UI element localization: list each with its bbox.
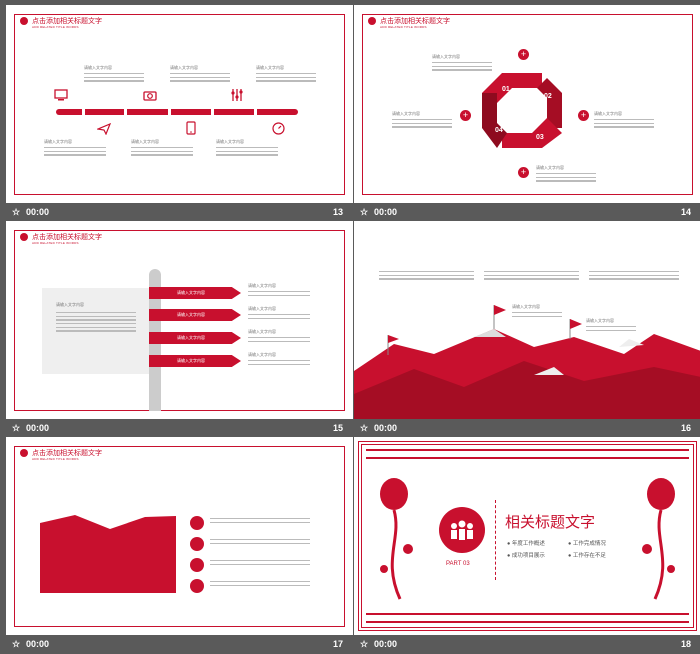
slide-time: 00:00 — [374, 207, 398, 217]
slide-footer: ☆ 00:00 16 — [354, 419, 700, 438]
star-icon: ☆ — [360, 207, 369, 217]
star-icon: ☆ — [12, 207, 21, 217]
header-title: 点击添加相关标题文字 — [32, 18, 102, 25]
phone-icon — [190, 558, 204, 572]
shield-icon — [190, 579, 204, 593]
part-label: PART 03 — [446, 561, 470, 567]
slide-thumbnail-14[interactable]: 点击添加相关标题文字 ADD RELATED TITLE WORDS 01 02… — [354, 5, 700, 222]
text-heading: 请输入文字内容 — [248, 329, 276, 334]
text-heading: 请输入文字内容 — [216, 139, 244, 144]
cloud-icon — [190, 516, 204, 530]
agenda-item: ● 工作完成情况 — [568, 541, 606, 547]
arrow-sign: 请输入文字内容 — [149, 332, 241, 344]
bulb-icon — [190, 537, 204, 551]
text-heading: 请输入文字内容 — [170, 65, 198, 70]
slide-number: 15 — [332, 423, 343, 433]
sliders-icon — [231, 89, 243, 101]
arrow-sign: 请输入文字内容 — [149, 309, 241, 321]
monitor-icon — [54, 89, 68, 101]
cycle-diagram — [482, 73, 562, 148]
slide-footer: ☆ 00:00 18 — [354, 635, 700, 654]
text-heading: 请输入文字内容 — [594, 111, 622, 116]
plus-icon: + — [518, 49, 529, 60]
agenda-item: ● 成功项目展示 — [507, 553, 545, 559]
text-heading: 请输入文字内容 — [248, 306, 276, 311]
slide-footer: ☆ 00:00 17 — [6, 635, 353, 654]
slide-thumbnail-18[interactable]: PART 03 相关标题文字 ● 年度工作概述 ● 工作完成情况 ● 成功项目展… — [354, 437, 700, 654]
timeline-bar — [56, 109, 298, 115]
gauge-icon — [272, 122, 285, 135]
header-subtitle: ADD RELATED TITLE WORDS — [380, 25, 427, 29]
header-subtitle: ADD RELATED TITLE WORDS — [32, 241, 79, 245]
mountain-flags-illustration — [354, 305, 700, 419]
slide-number: 17 — [332, 639, 343, 649]
paper-plane-icon — [97, 123, 111, 135]
arrow-sign: 请输入文字内容 — [149, 287, 241, 299]
team-icon — [439, 507, 485, 553]
section-title: 相关标题文字 — [505, 514, 596, 531]
plus-icon: + — [578, 110, 589, 121]
slide-footer: ☆ 00:00 13 — [6, 203, 353, 222]
plus-icon: + — [518, 167, 529, 178]
phone-icon — [186, 121, 196, 135]
header-subtitle: ADD RELATED TITLE WORDS — [32, 457, 79, 461]
text-heading: 请输入文字内容 — [392, 111, 420, 116]
slide-number: 13 — [332, 207, 343, 217]
star-icon: ☆ — [12, 423, 21, 433]
camera-icon — [143, 91, 157, 101]
slide-thumbnail-17[interactable]: 点击添加相关标题文字 ADD RELATED TITLE WORDS ☆ 00:… — [6, 437, 353, 654]
text-heading: 请输入文字内容 — [248, 283, 276, 288]
arrow-sign: 请输入文字内容 — [149, 355, 241, 367]
header-subtitle: ADD RELATED TITLE WORDS — [32, 25, 79, 29]
logo-dot-icon — [20, 17, 28, 25]
slide-footer: ☆ 00:00 15 — [6, 419, 353, 438]
text-heading: 请输入文字内容 — [586, 318, 614, 323]
text-heading: 请输入文字内容 — [536, 165, 564, 170]
slide-thumbnail-13[interactable]: 点击添加相关标题文字 ADD RELATED TITLE WORDS 请输入文字… — [6, 5, 353, 222]
text-heading: 请输入文字内容 — [44, 139, 72, 144]
lantern-decoration — [380, 478, 413, 600]
logo-dot-icon — [20, 449, 28, 457]
text-heading: 请输入文字内容 — [512, 304, 540, 309]
header-title: 点击添加相关标题文字 — [380, 18, 450, 25]
slide-thumbnail-15[interactable]: 点击添加相关标题文字 ADD RELATED TITLE WORDS 请输入文字… — [6, 221, 353, 438]
text-heading: 请输入文字内容 — [56, 302, 84, 307]
slide-time: 00:00 — [26, 423, 50, 433]
slide-time: 00:00 — [26, 639, 50, 649]
star-icon: ☆ — [12, 639, 21, 649]
star-icon: ☆ — [360, 639, 369, 649]
slide-time: 00:00 — [374, 423, 398, 433]
step-03: 03 — [536, 134, 544, 141]
logo-dot-icon — [368, 17, 376, 25]
agenda-item: ● 工作存在不足 — [568, 553, 606, 559]
step-01: 01 — [502, 86, 510, 93]
text-heading: 请输入文字内容 — [256, 65, 284, 70]
header-title: 点击添加相关标题文字 — [32, 234, 102, 241]
text-heading: 请输入文字内容 — [248, 352, 276, 357]
step-02: 02 — [544, 93, 552, 100]
slide-footer: ☆ 00:00 14 — [354, 203, 700, 222]
lantern-decoration — [642, 478, 675, 600]
text-panel: 请输入文字内容 — [42, 288, 152, 374]
logo-dot-icon — [20, 233, 28, 241]
star-icon: ☆ — [360, 423, 369, 433]
slide-thumbnail-16[interactable]: 请输入文字内容 请输入文字内容 ☆ 00:00 16 — [354, 221, 700, 438]
slide-number: 18 — [680, 639, 691, 649]
step-04: 04 — [495, 127, 503, 134]
agenda-item: ● 年度工作概述 — [507, 541, 545, 547]
text-heading: 请输入文字内容 — [432, 54, 460, 59]
slide-number: 16 — [680, 423, 691, 433]
lattice-border — [358, 441, 697, 631]
slide-time: 00:00 — [374, 639, 398, 649]
plus-icon: + — [460, 110, 471, 121]
area-shape — [40, 515, 176, 593]
slide-time: 00:00 — [26, 207, 50, 217]
text-heading: 请输入文字内容 — [131, 139, 159, 144]
text-heading: 请输入文字内容 — [84, 65, 112, 70]
slide-number: 14 — [680, 207, 691, 217]
header-title: 点击添加相关标题文字 — [32, 450, 102, 457]
